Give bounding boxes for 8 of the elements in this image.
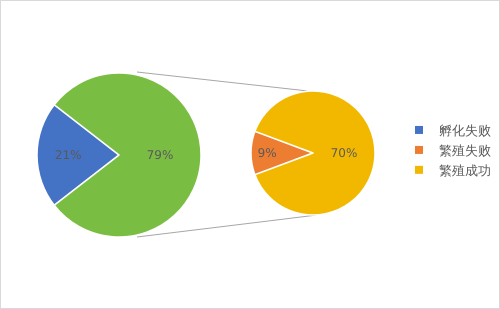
legend-label: 孵化失败 <box>439 124 491 140</box>
data-label: 70% <box>330 146 358 160</box>
pie-slice <box>254 90 376 216</box>
legend-label: 繁殖成功 <box>439 164 491 179</box>
data-label: 9% <box>258 146 277 160</box>
data-label: 79% <box>146 148 174 162</box>
data-label: 21% <box>54 148 82 162</box>
legend-label: 繁殖失败 <box>439 144 491 160</box>
